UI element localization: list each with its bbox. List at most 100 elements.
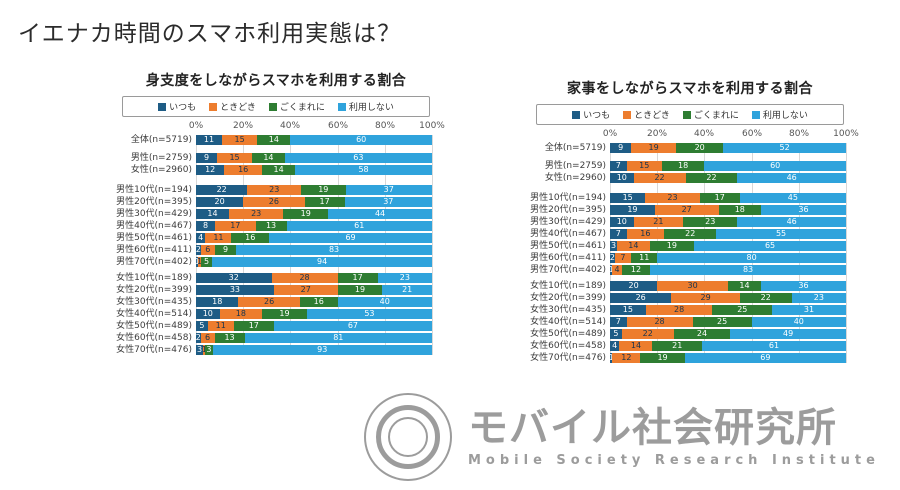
category-label: 男性10代(n=194) xyxy=(530,193,606,203)
stacked-bar: 15 28 25 31 xyxy=(610,305,846,315)
bar-segment: 24 xyxy=(673,329,731,339)
bar-row: 男性70代(n=402) 1 1 5 94 xyxy=(116,257,432,267)
legend-swatch-icon xyxy=(572,110,581,119)
bar-rows: 全体(n=5719) 11 15 14 60 男性(n=2759) 9 15 14 63 女性(n=… xyxy=(116,135,432,355)
legend-item: 利用しない xyxy=(751,108,808,121)
axis-tick-label: 100% xyxy=(833,129,859,139)
legend-label: ときどき xyxy=(220,103,256,113)
plot-area: 全体(n=5719) 9 19 20 52 男性(n=2759) 7 15 18 60 女性(n=2… xyxy=(530,143,847,363)
bar-row: 女性50代(n=489) 5 11 17 67 xyxy=(116,321,432,331)
legend-item: 利用しない xyxy=(337,100,394,113)
bar-segment: 52 xyxy=(723,143,846,153)
bar-segment: 18 xyxy=(718,205,762,215)
stacked-bar: 8 17 13 61 xyxy=(196,221,432,231)
chart-while-dressing: 身支度をしながらスマホを利用する割合 いつも ときどき ごくまれに 利用しない 0% 2… xyxy=(116,70,445,357)
bar-row: 女性30代(n=435) 15 28 25 31 xyxy=(530,305,846,315)
bar-row: 男性30代(n=429) 14 23 19 44 xyxy=(116,209,432,219)
plot-area: 全体(n=5719) 11 15 14 60 男性(n=2759) 9 15 14 63 女性(n=… xyxy=(116,135,433,355)
bar-segment: 3 xyxy=(610,241,617,251)
axis-tick-label: 20% xyxy=(232,121,254,131)
bar-segment: 13 xyxy=(255,221,287,231)
bar-segment: 27 xyxy=(273,285,338,295)
legend-swatch-icon xyxy=(268,102,277,111)
bar-segment: 9 xyxy=(610,143,632,153)
bar-segment: 16 xyxy=(224,165,263,175)
bar-segment: 83 xyxy=(236,245,432,255)
bar-segment: 83 xyxy=(650,265,846,275)
bar-segment: 22 xyxy=(685,173,738,183)
bar-row: 全体(n=5719) 9 19 20 52 xyxy=(545,143,846,153)
bar-segment: 23 xyxy=(791,293,846,303)
bar-segment: 14 xyxy=(252,153,285,163)
category-label: 男性70代(n=402) xyxy=(530,265,606,275)
legend-swatch-icon xyxy=(209,102,218,111)
bar-segment: 36 xyxy=(761,205,846,215)
legend-swatch-icon xyxy=(682,110,691,119)
category-label: 女性60代(n=458) xyxy=(116,333,192,343)
bar-segment: 19 xyxy=(301,185,346,195)
legend-label: いつも xyxy=(583,111,611,121)
bar-segment: 61 xyxy=(286,221,432,231)
bar-segment: 19 xyxy=(262,309,307,319)
bar-segment: 53 xyxy=(306,309,432,319)
bar-segment: 45 xyxy=(739,193,846,203)
bar-segment: 7 xyxy=(610,161,627,171)
bar-segment: 16 xyxy=(626,229,665,239)
legend-item: ごくまれに xyxy=(682,108,739,121)
bar-segment: 69 xyxy=(269,233,432,243)
bar-segment: 67 xyxy=(273,321,432,331)
bar-segment: 12 xyxy=(621,265,651,275)
bar-segment: 55 xyxy=(716,229,846,239)
stacked-bar: 33 27 19 21 xyxy=(196,285,432,295)
stacked-bar: 4 11 16 69 xyxy=(196,233,432,243)
gridline xyxy=(846,143,847,363)
bar-row: 女性40代(n=514) 7 28 25 40 xyxy=(530,317,846,327)
bar-segment: 11 xyxy=(631,253,658,263)
stacked-bar: 1 1 5 94 xyxy=(195,257,432,267)
category-label: 男性20代(n=395) xyxy=(530,205,606,215)
bar-segment: 22 xyxy=(196,185,248,195)
bar-segment: 17 xyxy=(215,221,256,231)
category-label: 男性40代(n=467) xyxy=(530,229,606,239)
bar-segment: 20 xyxy=(196,197,244,207)
bar-segment: 11 xyxy=(196,135,222,145)
bar-segment: 14 xyxy=(727,281,762,291)
stacked-bar: 14 23 19 44 xyxy=(196,209,432,219)
axis-tick-label: 20% xyxy=(646,129,668,139)
legend-item: ときどき xyxy=(623,108,670,121)
bar-segment: 93 xyxy=(212,345,432,355)
bar-segment: 31 xyxy=(772,305,846,315)
stacked-bar: 15 23 17 45 xyxy=(610,193,846,203)
legend-swatch-icon xyxy=(623,110,632,119)
bar-segment: 12 xyxy=(196,165,225,175)
stacked-bar: 19 27 18 36 xyxy=(610,205,846,215)
bar-row: 女性60代(n=458) 2 6 13 81 xyxy=(116,333,432,343)
stacked-bar: 10 18 19 53 xyxy=(196,309,432,319)
bar-segment: 14 xyxy=(619,341,653,351)
bar-segment: 10 xyxy=(610,173,634,183)
bar-row: 女性20代(n=399) 33 27 19 21 xyxy=(116,285,432,295)
bar-row: 女性40代(n=514) 10 18 19 53 xyxy=(116,309,432,319)
bar-segment: 17 xyxy=(337,273,378,283)
bar-segment: 27 xyxy=(654,205,719,215)
axis-tick-label: 80% xyxy=(374,121,396,131)
bar-row: 女性70代(n=476) 1 12 19 69 xyxy=(530,353,846,363)
x-axis: 0% 20% 40% 60% 80% 100% xyxy=(603,129,859,143)
bar-row: 男性40代(n=467) 8 17 13 61 xyxy=(116,221,432,231)
bar-segment: 28 xyxy=(271,273,338,283)
legend-swatch-icon xyxy=(158,102,167,111)
stacked-bar: 10 22 22 46 xyxy=(610,173,846,183)
bar-segment: 15 xyxy=(221,135,258,145)
axis-tick-label: 40% xyxy=(279,121,301,131)
bar-segment: 14 xyxy=(196,209,230,219)
bar-row: 女性60代(n=458) 4 14 21 61 xyxy=(530,341,846,351)
stacked-bar: 2 7 11 80 xyxy=(610,253,846,263)
bar-segment: 28 xyxy=(645,305,713,315)
bar-segment: 13 xyxy=(214,333,245,343)
bar-segment: 3 xyxy=(205,345,213,355)
axis-tick-label: 60% xyxy=(741,129,763,139)
category-label: 男性50代(n=461) xyxy=(116,233,192,243)
axis-tick-label: 0% xyxy=(602,129,618,139)
bar-row: 男性20代(n=395) 20 26 17 37 xyxy=(116,197,432,207)
bar-segment: 61 xyxy=(702,341,846,351)
